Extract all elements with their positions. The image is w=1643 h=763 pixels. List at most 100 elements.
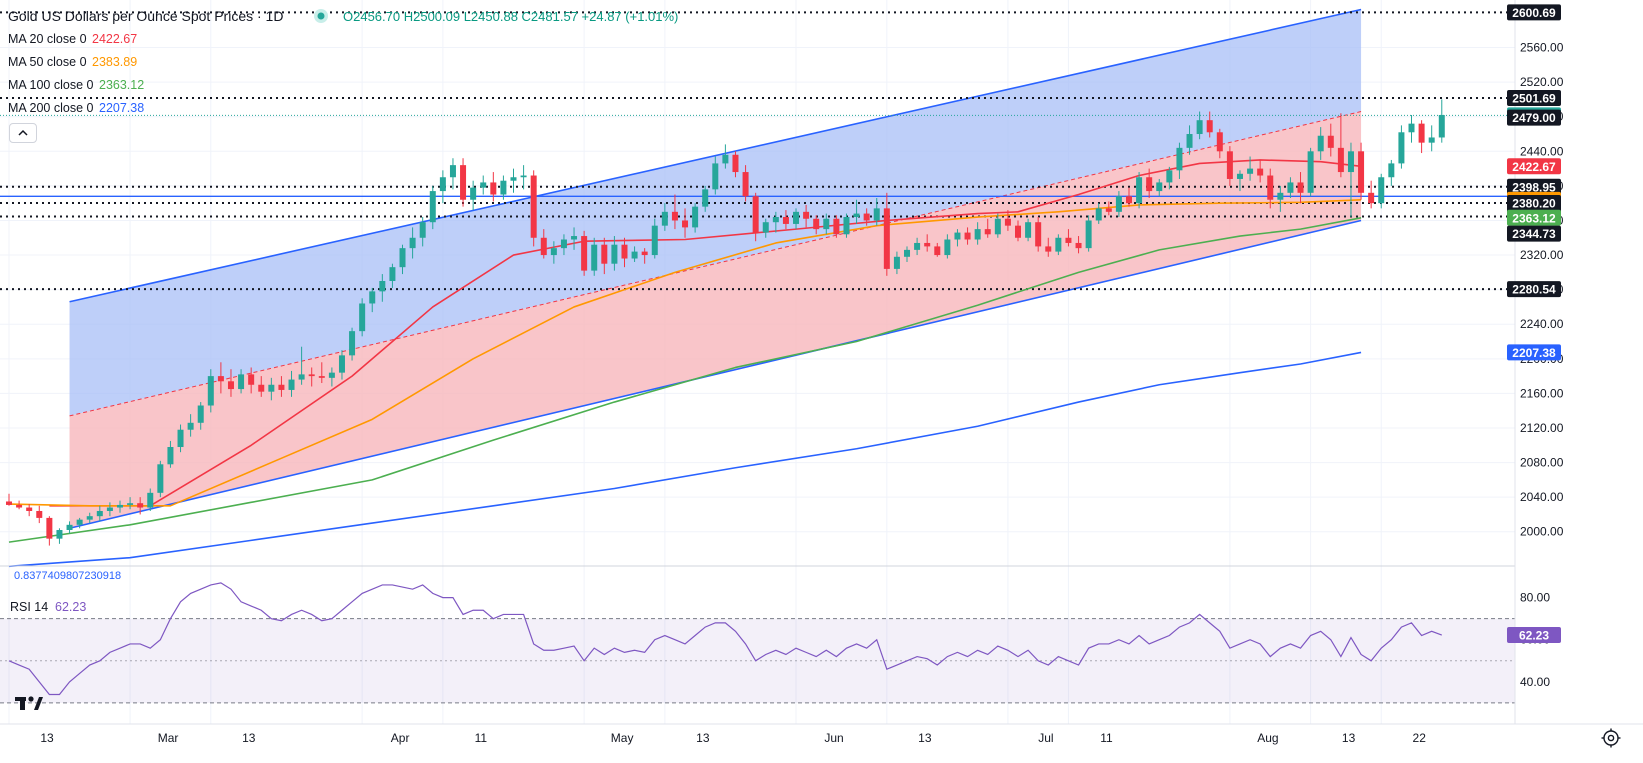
candle-body — [1297, 182, 1304, 193]
candlesticks — [6, 99, 1445, 546]
time-axis-tick: Mar — [158, 731, 179, 745]
candle-body — [318, 376, 325, 378]
candle-body — [429, 191, 436, 223]
rsi-legend-label[interactable]: RSI 14 — [10, 600, 48, 614]
ma50-legend-label[interactable]: MA 50 close 0 — [8, 55, 87, 69]
candle-body — [964, 232, 971, 240]
candle-body — [510, 177, 517, 181]
price-axis-tick: 2320.00 — [1520, 248, 1564, 262]
candle-body — [399, 248, 406, 268]
rsi-badge-label: 62.23 — [1519, 629, 1549, 643]
candle-body — [1196, 120, 1203, 135]
candle-body — [419, 222, 426, 238]
price-badge-bg — [1507, 225, 1561, 242]
time-axis-tick: 13 — [1342, 731, 1356, 745]
candle-body — [601, 244, 608, 264]
rsi-band-fill — [0, 618, 1515, 703]
price-axis-tick: 2000.00 — [1520, 525, 1564, 539]
ma200-legend-value: 2207.38 — [99, 101, 144, 115]
candle-body — [460, 165, 467, 200]
rsi-legend-value: 62.23 — [55, 600, 86, 614]
candle-body — [621, 244, 628, 259]
candle-body — [1307, 151, 1314, 193]
time-axis-tick: Apr — [391, 731, 410, 745]
candle-body — [1327, 135, 1334, 148]
candle-body — [520, 175, 527, 178]
candle-body — [540, 237, 547, 256]
tradingview-logo[interactable] — [14, 694, 44, 714]
candle-body — [1166, 170, 1173, 183]
candle-body — [742, 172, 749, 197]
price-axis-tick: 2520.00 — [1520, 75, 1564, 89]
candle-body — [480, 182, 487, 188]
candle-body — [692, 206, 699, 228]
ma-line-2 — [8, 216, 1362, 543]
candle-body — [702, 189, 709, 207]
channel-upper-line[interactable] — [69, 8, 1362, 303]
candle-body — [722, 154, 729, 164]
candle-body — [187, 422, 194, 430]
rsi-line — [8, 582, 1442, 696]
price-badge-label: 2207.38 — [1512, 346, 1556, 360]
ma200-legend-label[interactable]: MA 200 close 0 — [8, 101, 94, 115]
candle-body — [1347, 151, 1354, 173]
price-badge-label: 2380.20 — [1512, 197, 1556, 211]
candle-body — [157, 464, 164, 493]
time-axis-tick: 13 — [696, 731, 710, 745]
candle-body — [1257, 168, 1264, 176]
candle-body — [873, 208, 880, 221]
candle-body — [288, 379, 295, 390]
candle-body — [530, 175, 537, 238]
candle-body — [813, 218, 820, 230]
candle-body — [369, 291, 376, 304]
ma50-legend-value: 2383.89 — [92, 55, 137, 69]
candle-body — [278, 384, 285, 390]
candle-body — [56, 530, 63, 539]
candle-body — [1317, 135, 1324, 152]
time-axis[interactable]: 13 Mar 13 Apr 11 May 13 Jun 13 Jul 11 Aug 13 22 — [40, 731, 1426, 745]
candle-body — [308, 374, 315, 377]
candle-body — [833, 218, 840, 235]
candle-body — [682, 220, 689, 228]
channel-deviation-label: 0.8377409807230918 — [14, 570, 121, 582]
time-axis-tick: 13 — [918, 731, 932, 745]
candle-body — [863, 213, 870, 221]
collapse-legend-button[interactable] — [9, 123, 37, 143]
candle-body — [1378, 177, 1385, 204]
channel-lower-line[interactable] — [69, 219, 1362, 530]
candle-body — [439, 177, 446, 192]
candle-body — [1277, 192, 1284, 200]
price-badge-label: 2422.67 — [1512, 160, 1556, 174]
ma100-legend-label[interactable]: MA 100 close 0 — [8, 78, 94, 92]
candle-body — [1388, 163, 1395, 178]
candle-body — [823, 218, 830, 230]
candle-body — [550, 248, 557, 256]
candle-body — [26, 507, 33, 511]
candle-body — [470, 187, 477, 200]
candle-body — [1226, 151, 1233, 179]
chart-settings-button[interactable] — [1600, 727, 1622, 749]
candle-body — [338, 355, 345, 373]
gear-icon — [1601, 728, 1621, 748]
price-axis-tick: 2160.00 — [1520, 386, 1564, 400]
moving-averages — [8, 159, 1362, 568]
candle-body — [268, 384, 275, 392]
candle-body — [641, 251, 648, 256]
candle-body — [379, 281, 386, 292]
candle-body — [127, 503, 134, 505]
price-badge-label: 2344.73 — [1512, 227, 1556, 241]
candle-body — [853, 213, 860, 218]
candle-body — [661, 211, 668, 226]
candle-body — [36, 510, 43, 518]
time-axis-tick: Jun — [824, 731, 843, 745]
ma20-legend-label[interactable]: MA 20 close 0 — [8, 32, 87, 46]
price-badge-label: 2363.12 — [1512, 211, 1556, 225]
candle-body — [712, 163, 719, 190]
candle-body — [1216, 132, 1223, 152]
candle-body — [1015, 225, 1021, 238]
candle-body — [258, 384, 265, 392]
price-axis-tick: 2080.00 — [1520, 456, 1564, 470]
candle-body — [782, 217, 789, 224]
